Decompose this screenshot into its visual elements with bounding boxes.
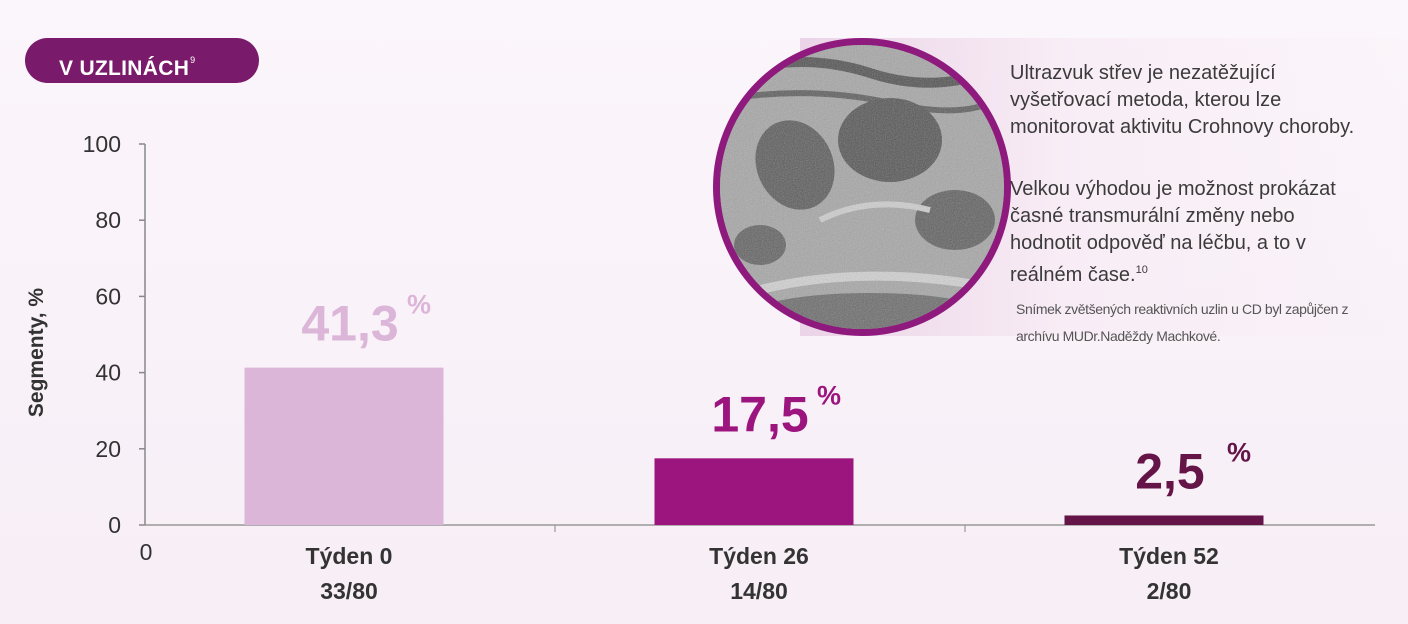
y-axis-title: Segmenty, % <box>25 288 48 417</box>
y-tick-label: 60 <box>95 283 121 309</box>
info-paragraph-2-ref: 10 <box>1135 264 1148 276</box>
x-category-label: Týden 52 <box>1119 543 1219 569</box>
bar-value-label: 2,5 <box>1135 443 1205 499</box>
x-category-sublabel: 2/80 <box>1147 578 1192 604</box>
bar <box>654 458 854 525</box>
x-category-label: Týden 0 <box>306 543 393 569</box>
image-credit: Snímek zvětšených reaktivních uzlin u CD… <box>1016 301 1349 344</box>
x-category-label: Týden 26 <box>709 543 809 569</box>
bar <box>1064 515 1264 525</box>
info-paragraph-2: Velkou výhodou je možnost prokázat časné… <box>1010 176 1370 289</box>
bar-value-unit: % <box>1227 437 1251 467</box>
bar-value-unit: % <box>407 290 431 320</box>
x-category-sublabel: 14/80 <box>730 578 788 604</box>
bar-value-unit: % <box>817 380 841 410</box>
bar <box>244 367 444 525</box>
y-tick-label: 80 <box>95 207 121 233</box>
x-category-sublabel: 33/80 <box>320 578 378 604</box>
y-tick-label: 0 <box>108 512 121 538</box>
x-origin-label: 0 <box>140 539 153 565</box>
ultrasound-image <box>713 38 1011 336</box>
y-tick-label: 40 <box>95 360 121 386</box>
section-badge-ref: 9 <box>190 55 196 65</box>
bar-value-label: 17,5 <box>711 386 808 442</box>
info-paragraph-2-text: Velkou výhodou je možnost prokázat časné… <box>1010 178 1336 286</box>
section-badge-label: V UZLINÁCH <box>59 57 190 80</box>
info-paragraph-1: Ultrazvuk střev je nezatěžující vyšetřov… <box>1010 62 1355 138</box>
section-badge: V UZLINÁCH9 <box>25 38 259 83</box>
bar-value-label: 41,3 <box>301 296 398 352</box>
y-tick-label: 100 <box>83 131 121 157</box>
y-tick-label: 20 <box>95 436 121 462</box>
